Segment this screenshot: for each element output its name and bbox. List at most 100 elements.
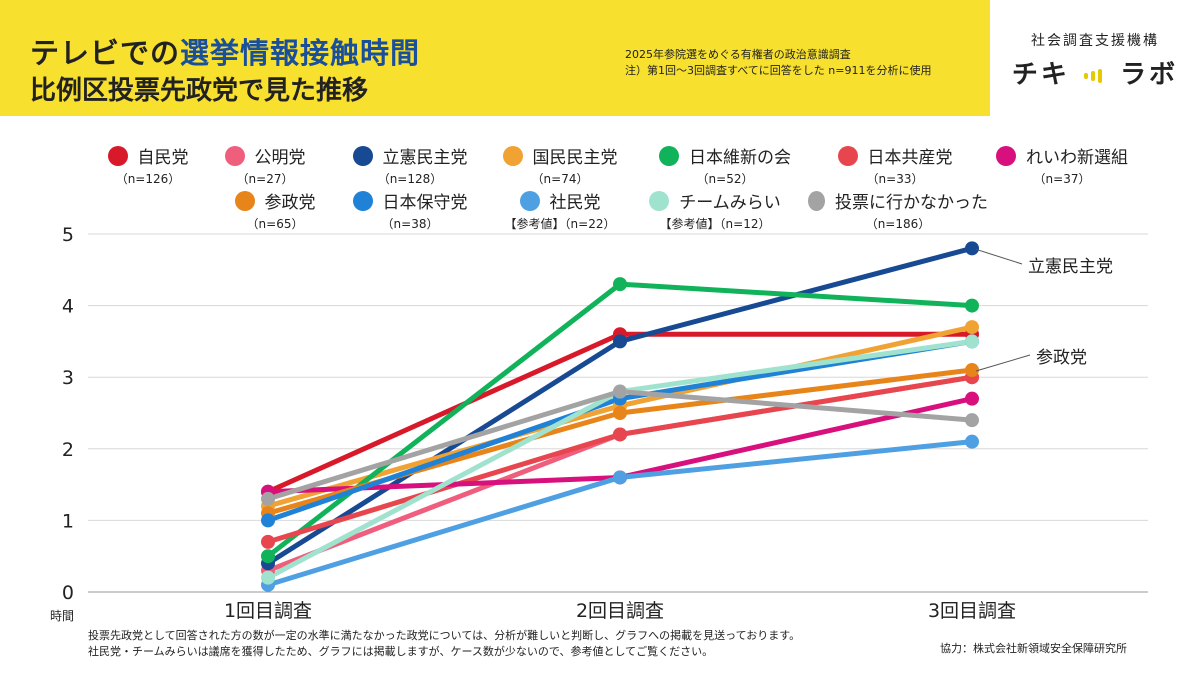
data-point — [965, 363, 979, 378]
legend-color-dot — [224, 145, 245, 166]
legend-color-dot — [808, 190, 825, 211]
legend-head: 立憲民主党 — [320, 143, 500, 168]
header-banner: テレビでの選挙情報接触時間 比例区投票先政党で見た推移 2025年参院選をめぐる… — [0, 0, 990, 116]
legend-sample-size: 【参考値】（n=12） — [659, 217, 771, 231]
legend-series-name: 日本共産党 — [867, 148, 953, 168]
data-point — [965, 434, 979, 449]
x-tick-label: 3回目調査 — [928, 600, 1016, 622]
legend-series-name: チームみらい — [679, 193, 781, 213]
data-point — [613, 427, 627, 442]
data-point — [261, 534, 275, 549]
legend-color-dot — [352, 145, 373, 166]
brand-logo-left: チキ — [1011, 60, 1070, 90]
legend-head: 国民民主党 — [470, 143, 650, 168]
page-title: テレビでの選挙情報接触時間 — [30, 30, 420, 72]
legend-series-name: 日本維新の会 — [689, 148, 791, 168]
legend-color-dot — [352, 190, 373, 211]
y-axis-label: 時間 — [50, 609, 74, 623]
legend-item: 自民党 （n=126） — [58, 143, 238, 187]
legend-head: れいわ新選組 — [972, 143, 1152, 168]
brand-logo: 社会調査支援機構 チキ ラボ — [1005, 30, 1185, 91]
legend-item: 公明党 （n=27） — [175, 143, 355, 187]
legend-color-dot — [502, 145, 523, 166]
legend-series-name: 投票に行かなかった — [835, 193, 988, 213]
data-point — [965, 413, 979, 428]
credit: 協力：株式会社新領域安全保障研究所 — [940, 642, 1127, 655]
legend-item: 社民党【参考値】（n=22） — [470, 188, 650, 232]
legend-head: 投票に行かなかった — [808, 188, 988, 213]
brand-org: 社会調査支援機構 — [1031, 33, 1159, 49]
y-tick-label: 3 — [62, 367, 74, 389]
legend-sample-size: （n=37） — [1033, 172, 1091, 186]
legend-series-name: 社民党 — [549, 193, 601, 213]
legend-item: 国民民主党 （n=74） — [470, 143, 650, 187]
data-point — [261, 549, 275, 564]
legend-item: 立憲民主党 （n=128） — [320, 143, 500, 187]
data-point — [613, 406, 627, 420]
series-line — [265, 439, 975, 588]
x-tick-label: 2回目調査 — [576, 600, 664, 622]
legend-item: れいわ新選組 （n=37） — [972, 143, 1152, 187]
data-point — [261, 570, 275, 585]
annotation-label: 参政党 — [1036, 348, 1087, 368]
y-tick-label: 2 — [62, 439, 74, 461]
legend-sample-size: 【参考値】（n=22） — [504, 217, 616, 231]
legend-sample-size: （n=128） — [377, 172, 443, 186]
legend-head: 社民党 — [470, 188, 650, 213]
legend-series-name: れいわ新選組 — [1026, 148, 1128, 168]
y-tick-label: 0 — [62, 582, 74, 604]
footnote-line2: 社民党・チームみらいは議席を獲得したため、グラフには掲載しますが、ケース数が少な… — [88, 645, 714, 658]
legend-color-dot — [519, 190, 540, 211]
subtitle-line2: 注）第1回～3回調査すべてに回答をした n=911を分析に使用 — [625, 64, 932, 77]
data-point — [965, 241, 979, 256]
subtitle: 2025年参院選をめぐる有権者の政治意識調査 注）第1回～3回調査すべてに回答を… — [625, 47, 931, 79]
legend-item: 投票に行かなかった （n=186） — [808, 188, 988, 232]
title-part2: 選挙情報接触時間 — [180, 36, 421, 70]
y-tick-label: 4 — [62, 296, 74, 318]
legend-series-name: 国民民主党 — [532, 148, 618, 168]
data-point — [613, 334, 627, 349]
legend-series-name: 公明党 — [254, 148, 306, 168]
legend-head: チームみらい — [625, 188, 805, 213]
legend-series-name: 自民党 — [137, 148, 189, 168]
legend-color-dot — [234, 190, 255, 211]
brand-logo-right: ラボ — [1120, 60, 1179, 90]
legend-sample-size: （n=126） — [115, 172, 181, 186]
legend-color-dot — [659, 145, 679, 166]
annotation-label: 立憲民主党 — [1028, 256, 1113, 277]
legend-sample-size: （n=27） — [236, 172, 294, 186]
annotation-leader — [975, 248, 1023, 265]
legend-item: 日本保守党 （n=38） — [320, 188, 500, 232]
brand-logotype: チキ ラボ — [1005, 54, 1185, 91]
legend-item: チームみらい【参考値】（n=12） — [625, 188, 805, 232]
data-point — [261, 513, 275, 528]
legend-head: 日本保守党 — [320, 188, 500, 213]
data-point — [261, 491, 275, 506]
data-point — [613, 277, 627, 292]
legend-sample-size: （n=65） — [246, 217, 304, 231]
legend-color-dot — [107, 145, 128, 166]
legend-head: 公明党 — [175, 143, 355, 168]
legend-head: 参政党 — [185, 188, 365, 213]
footnote-line1: 投票先政党として回答された方の数が一定の水準に満たなかった政党については、分析が… — [88, 629, 801, 642]
data-point — [965, 334, 979, 349]
legend-series-name: 参政党 — [264, 193, 316, 213]
data-point — [965, 320, 979, 335]
y-tick-label: 5 — [62, 224, 74, 246]
legend-head: 自民党 — [58, 143, 238, 168]
subtitle-line1: 2025年参院選をめぐる有権者の政治意識調査 — [625, 48, 851, 61]
legend-sample-size: （n=186） — [865, 217, 931, 231]
broadcast-icon — [1082, 67, 1108, 85]
legend-sample-size: （n=33） — [866, 172, 924, 186]
legend-series-name: 立憲民主党 — [382, 148, 468, 168]
legend-series-name: 日本保守党 — [382, 193, 468, 213]
legend-item: 日本共産党 （n=33） — [805, 143, 985, 187]
y-tick-label: 1 — [62, 510, 74, 532]
page-title-line2: 比例区投票先政党で見た推移 — [30, 76, 369, 106]
data-point — [965, 391, 979, 406]
data-point — [613, 384, 627, 399]
x-tick-label: 1回目調査 — [224, 600, 312, 622]
legend-item: 日本維新の会 （n=52） — [635, 143, 815, 187]
data-point — [965, 298, 979, 313]
